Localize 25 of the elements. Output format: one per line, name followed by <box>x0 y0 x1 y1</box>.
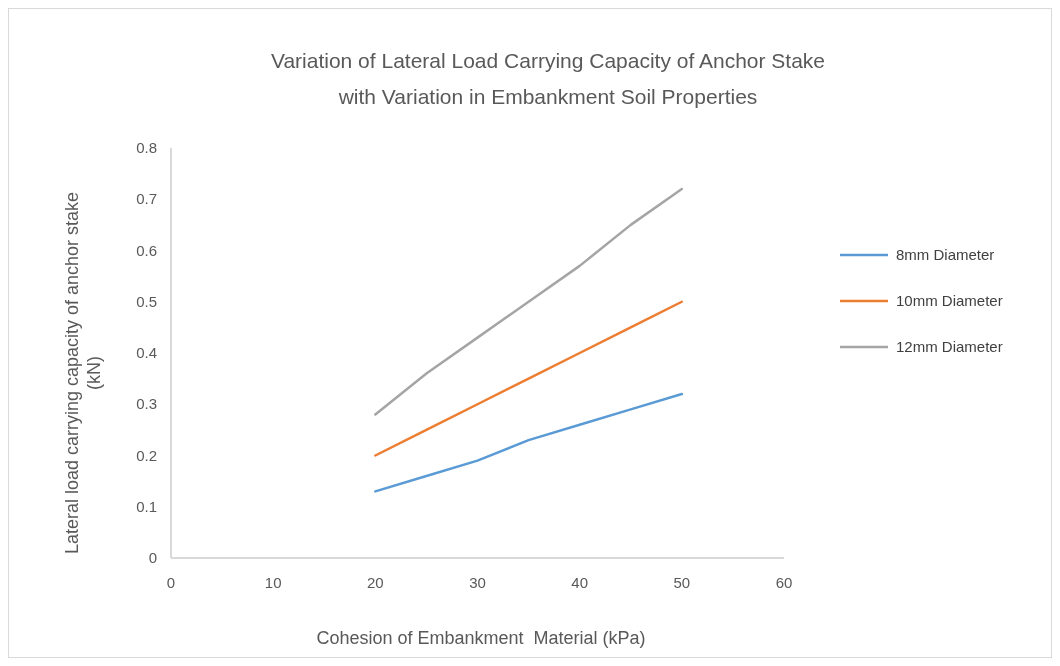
line-series <box>374 300 684 457</box>
y-axis-title: Lateral load carrying capacity of anchor stake (kN) <box>62 191 104 555</box>
x-tick-label: 20 <box>366 574 384 591</box>
x-tick-label: 60 <box>775 574 793 591</box>
y-tick-label: 0 <box>148 549 157 566</box>
y-tick-label: 0.6 <box>136 241 157 259</box>
y-tick-label: 0.7 <box>136 190 157 208</box>
y-tick-label: 0.8 <box>136 139 157 156</box>
line-series <box>374 392 684 493</box>
legend-label: 10mm Diameter <box>896 292 1003 309</box>
y-tick-label: 0.3 <box>136 395 157 413</box>
x-tick-label: 0 <box>166 574 176 591</box>
y-tick-label: 0.1 <box>136 497 157 515</box>
y-tick-label: 0.2 <box>136 446 157 464</box>
x-tick-label: 40 <box>571 574 589 591</box>
line-series <box>374 187 684 416</box>
x-tick-label: 50 <box>673 574 691 591</box>
x-axis-title: Cohesion of Embankment Material (kPa) <box>316 628 646 648</box>
legend-label: 8mm Diameter <box>896 246 995 263</box>
x-tick-label: 30 <box>469 574 486 591</box>
chart-title: Variation of Lateral Load Carrying Capacity of Anchor Stake with Variation in Embankment Soil Properties <box>270 49 826 108</box>
y-tick-label: 0.5 <box>136 292 157 310</box>
y-tick-label: 0.4 <box>136 344 157 361</box>
legend-label: 12mm Diameter <box>896 338 1003 355</box>
x-tick-label: 10 <box>264 574 282 591</box>
